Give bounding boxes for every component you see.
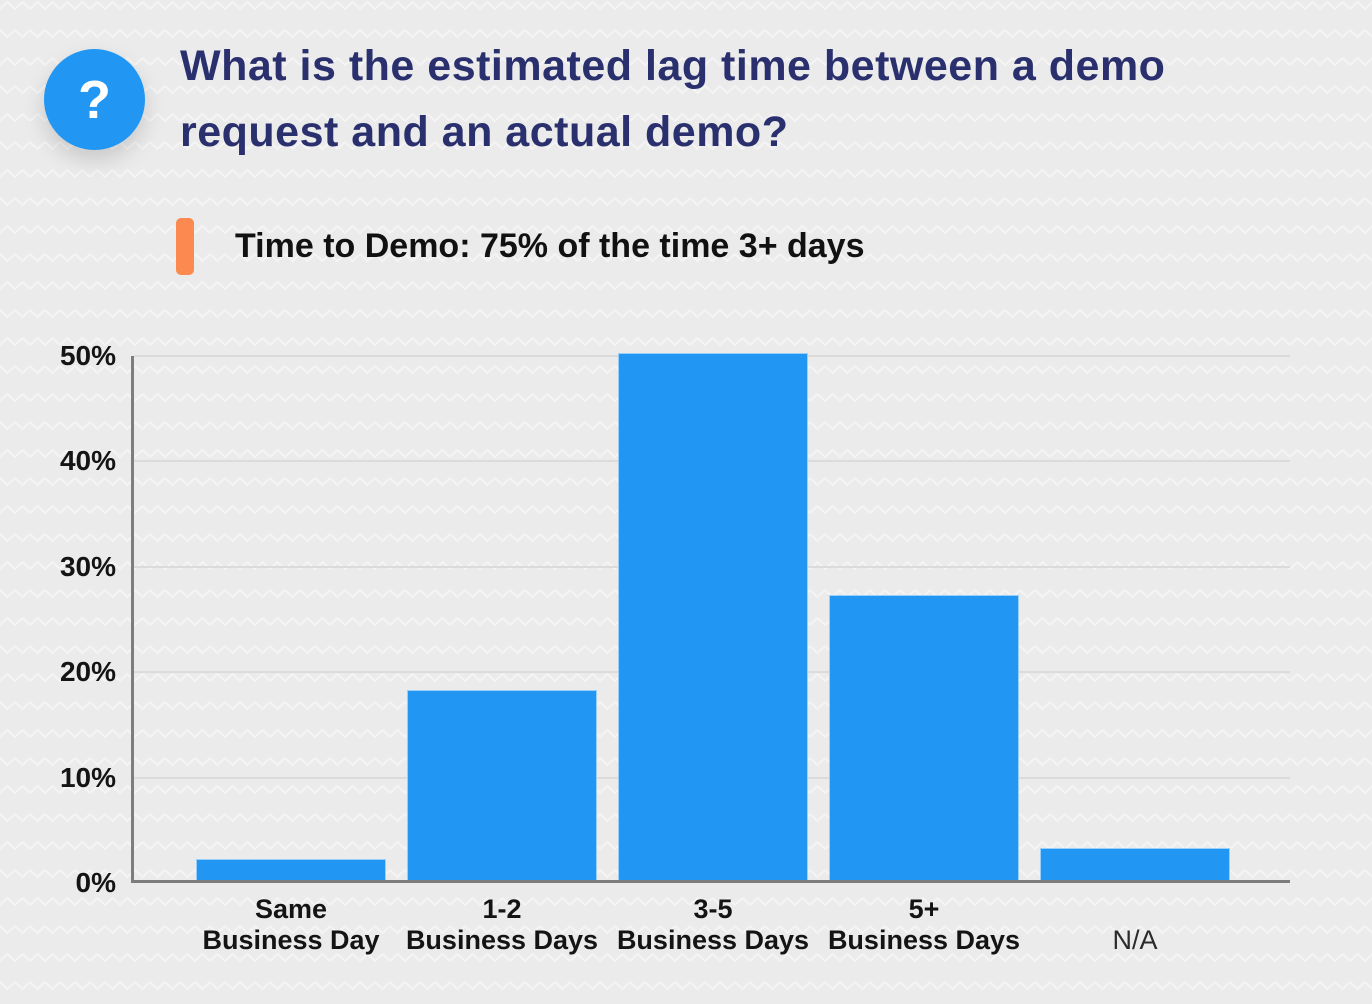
x-axis-label: 5+ Business Days [804,894,1044,956]
y-axis-tick-label: 30% [59,550,116,582]
x-axis-label-line [1015,894,1255,925]
bar-same-business-day [196,859,386,880]
x-axis-label: 3-5 Business Days [593,894,833,956]
bar-chart: 50% 40% 30% 20% 10% 0% Same Business Day 1-2 Bus… [60,340,1290,955]
x-axis-label: 1-2 Business Days [382,894,622,956]
bar-n-a [1040,848,1230,880]
x-axis-label: Same Business Day [171,894,411,956]
y-axis-tick-label: 40% [59,445,116,477]
bar-5-business-days [829,595,1019,880]
x-axis-label: N/A [1015,894,1255,956]
bar-1-2-business-days [407,690,597,880]
y-axis-tick-label: 0% [75,867,116,898]
question-mark-glyph: ? [78,69,111,130]
x-axis-label-line: 1-2 [482,894,522,924]
callout-accent-bar [176,218,194,275]
x-axis-label-line: Business Days [405,925,599,955]
x-axis-label-line: Business Days [616,925,810,955]
page-title-line-2: request and an actual demo? [180,108,789,156]
x-axis-label-line: Same [254,894,328,924]
y-axis-tick-label: 20% [59,656,116,688]
x-axis-label-line: Business Days [827,925,1021,955]
page-title-line-1: What is the estimated lag time between a… [180,42,1166,90]
question-mark-icon: ? [44,49,145,150]
bar-3-5-business-days [618,353,808,880]
page-title: What is the estimated lag time between a… [180,33,1320,165]
x-axis-label-line: Business Day [202,925,380,955]
x-axis-label-line: N/A [1112,925,1158,955]
x-axis-label-line: 5+ [908,894,940,924]
y-axis-tick-label: 10% [59,761,116,793]
callout: Time to Demo: 75% of the time 3+ days [176,218,865,275]
callout-text: Time to Demo: 75% of the time 3+ days [235,227,865,265]
y-axis-tick-label: 50% [59,340,116,371]
x-axis-label-line: 3-5 [693,894,733,924]
